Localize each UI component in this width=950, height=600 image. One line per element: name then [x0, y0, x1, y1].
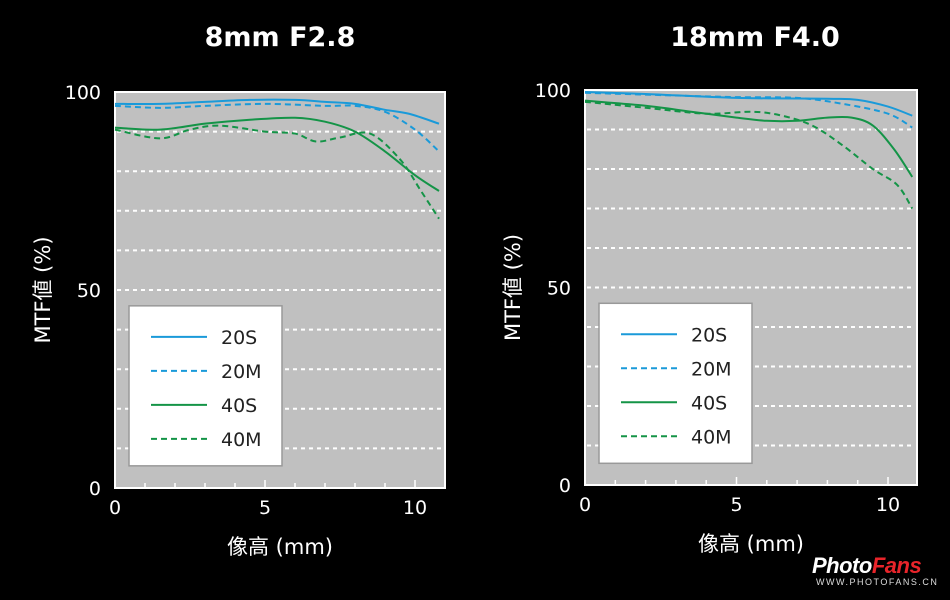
y-tick-label: 50: [77, 280, 101, 302]
legend-label: 40S: [691, 392, 727, 414]
x-axis-label: 像高 (mm): [227, 535, 333, 559]
legend: 20S 20M 40S 40M: [598, 302, 753, 465]
y-axis-label: MTF値 (%): [501, 234, 525, 341]
y-axis-label: MTF値 (%): [31, 236, 55, 343]
legend-label: 20M: [691, 358, 732, 380]
series-line-40M: [584, 100, 914, 210]
x-tick-label: 5: [259, 497, 271, 519]
photofans-logo: PhotoFans WWW.PHOTOFANS.CN: [812, 553, 938, 587]
logo-text-fans: Fans: [871, 553, 922, 578]
legend-label: 40S: [221, 395, 257, 417]
logo-text-photo: Photo: [812, 553, 872, 578]
y-tick-label: 50: [547, 278, 571, 300]
y-tick-label: 100: [65, 82, 101, 104]
logo-url: WWW.PHOTOFANS.CN: [816, 577, 939, 587]
series-line-40M: [114, 124, 440, 220]
legend-label: 40M: [221, 429, 262, 451]
chart-panel-1: 18mm F4.0 0 50 100 0 5 10 像高 (mm) MTF値 (%) 20S 20M…: [501, 22, 918, 556]
y-tick-label: 0: [559, 475, 571, 497]
chart-title: 8mm F2.8: [205, 22, 356, 53]
x-tick-label: 10: [403, 497, 427, 519]
chart-panel-0: 8mm F2.8 0 50 100 0 5 10 像高 (mm) MTF値 (%) 20S 20M 4…: [31, 22, 446, 559]
y-tick-label: 0: [89, 478, 101, 500]
legend-label: 20M: [221, 361, 262, 383]
series-line-40S: [114, 116, 440, 192]
legend-label: 20S: [691, 324, 727, 346]
legend: 20S 20M 40S 40M: [128, 305, 283, 467]
x-axis-label: 像高 (mm): [698, 532, 804, 556]
series-line-20M: [114, 102, 440, 153]
series-line-20M: [584, 91, 913, 129]
chart-title: 18mm F4.0: [670, 22, 840, 53]
x-tick-label: 10: [876, 494, 900, 516]
legend-label: 40M: [691, 426, 732, 448]
series-line-40S: [584, 99, 914, 178]
y-tick-label: 100: [535, 80, 571, 102]
x-tick-label: 0: [579, 494, 591, 516]
series-line-20S: [114, 98, 440, 125]
x-tick-label: 5: [730, 494, 742, 516]
legend-label: 20S: [221, 327, 257, 349]
x-tick-label: 0: [109, 497, 121, 519]
